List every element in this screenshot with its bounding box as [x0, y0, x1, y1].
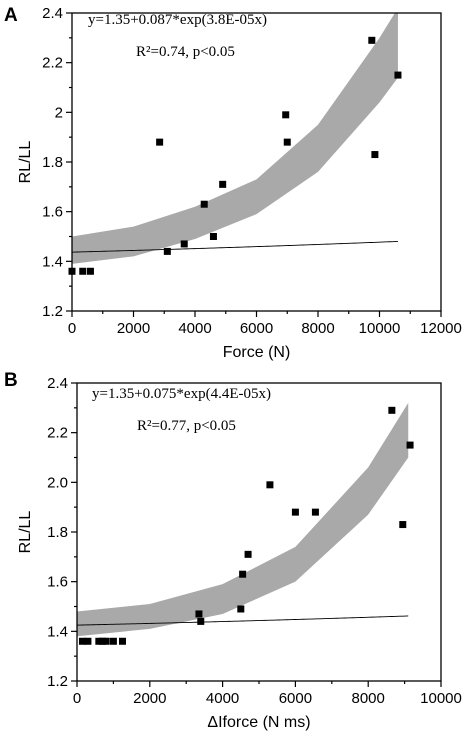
- panel-letter: A: [4, 5, 18, 26]
- fit-statistics: R²=0.74, p<0.05: [136, 44, 235, 60]
- data-point: [86, 267, 94, 275]
- data-point: [109, 637, 117, 645]
- x-tick-label: 8000: [352, 690, 385, 707]
- y-tick-label: 1.4: [42, 253, 63, 270]
- x-tick-label: 10000: [420, 690, 462, 707]
- x-tick-label: 12000: [420, 320, 462, 337]
- chart-panel-b: 0 2000 4000 6000 8000 10000 1.2 1.4 1.6 1.8 2.0 2.2…: [4, 370, 462, 731]
- data-point: [244, 550, 252, 558]
- fit-equation: y=1.35+0.087*exp(3.8E-05x): [88, 12, 267, 28]
- y-tick-label: 1.6: [47, 574, 68, 591]
- chart-panel-a: 0 2000 4000 6000 8000 10000 12000 1.2 1.4 1.6 1.8 2…: [4, 5, 462, 361]
- data-point: [291, 508, 299, 516]
- confidence-band: [77, 402, 409, 637]
- data-point: [368, 36, 376, 44]
- fit-equation: y=1.35+0.075*exp(4.4E-05x): [92, 386, 271, 402]
- data-point: [394, 71, 402, 79]
- data-point: [237, 605, 245, 613]
- data-point: [311, 508, 319, 516]
- data-point: [239, 570, 247, 578]
- data-point: [78, 637, 86, 645]
- x-axis-title: ΔIforce (N ms): [207, 714, 310, 731]
- y-axis-title: RL/LL: [17, 511, 34, 554]
- x-axis-title: Force (N): [223, 344, 291, 361]
- plot-frame: [76, 382, 442, 682]
- data-point: [283, 138, 291, 146]
- data-point: [371, 151, 379, 159]
- data-point: [197, 617, 205, 625]
- data-point: [102, 637, 110, 645]
- y-tick-label: 2.4: [42, 5, 63, 22]
- y-tick-label: 2.0: [47, 474, 68, 491]
- x-tick-label: 6000: [240, 320, 273, 337]
- confidence-band: [72, 13, 398, 264]
- y-tick-label: 1.8: [47, 524, 68, 541]
- x-tick-label: 4000: [206, 690, 239, 707]
- y-tick-label: 2: [55, 104, 63, 121]
- data-point: [219, 180, 227, 188]
- y-tick-label: 2.2: [42, 55, 63, 72]
- data-point: [266, 481, 274, 489]
- x-tick-label: 0: [73, 690, 81, 707]
- x-tick-label: 8000: [301, 320, 334, 337]
- x-tick-label: 4000: [178, 320, 211, 337]
- data-point: [209, 233, 217, 240]
- data-point: [282, 111, 290, 119]
- data-point: [388, 406, 396, 414]
- data-point: [200, 200, 208, 208]
- data-point: [406, 441, 414, 449]
- x-tick-label: 0: [68, 320, 76, 337]
- data-point: [156, 138, 164, 146]
- y-tick-label: 1.6: [42, 204, 63, 221]
- data-point: [163, 247, 171, 255]
- y-tick-label: 2.4: [47, 375, 68, 392]
- x-tick-label: 2000: [133, 690, 166, 707]
- data-point: [79, 267, 87, 275]
- data-point: [84, 637, 92, 645]
- data-point: [119, 637, 126, 645]
- y-tick-label: 1.2: [42, 303, 63, 320]
- data-point: [399, 521, 407, 529]
- data-point: [98, 637, 106, 645]
- x-tick-label: 10000: [359, 320, 401, 337]
- data-point: [180, 240, 188, 248]
- y-tick-label: 1.2: [47, 673, 68, 690]
- y-tick-label: 1.8: [42, 154, 63, 171]
- data-point: [95, 637, 103, 645]
- x-tick-label: 2000: [117, 320, 150, 337]
- y-axis-title: RL/LL: [17, 141, 34, 184]
- y-tick-label: 2.2: [47, 425, 68, 442]
- x-tick-label: 6000: [279, 690, 312, 707]
- fit-curve: [77, 615, 409, 626]
- y-tick-label: 1.4: [47, 623, 68, 640]
- fit-curve: [72, 240, 398, 253]
- data-point: [195, 610, 203, 618]
- panel-letter: B: [4, 370, 18, 391]
- fit-statistics: R²=0.77, p<0.05: [137, 418, 236, 434]
